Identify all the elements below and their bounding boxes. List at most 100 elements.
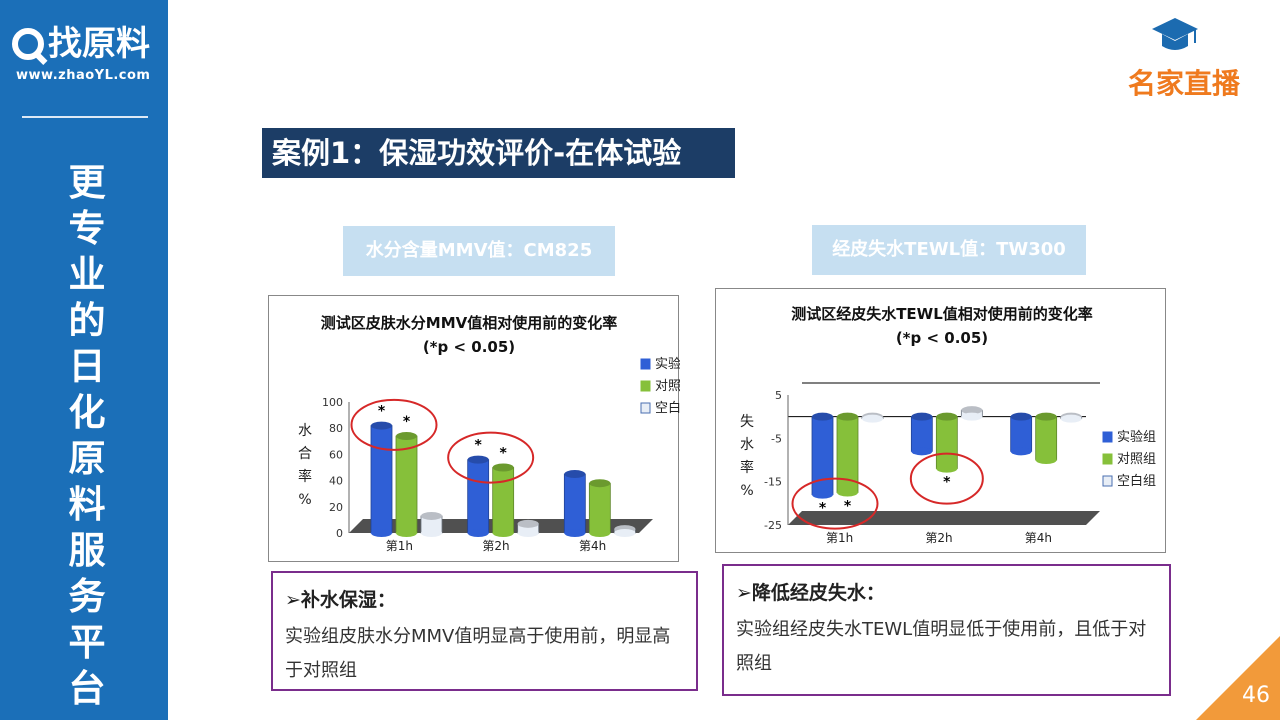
chart-title: 测试区经皮失水TEWL值相对使用前的变化率 [791, 305, 1093, 323]
bar [613, 525, 636, 537]
note-body: 实验组经皮失水TEWL值明显低于使用前，且低于对照组 [736, 619, 1147, 674]
sidebar-divider [22, 116, 148, 118]
bar-cap [936, 412, 958, 421]
legend-swatch [640, 358, 651, 370]
note-box-tewl: ➢降低经皮失水： 实验组经皮失水TEWL值明显低于使用前，且低于对照组 [722, 564, 1171, 696]
y-tick-label: 40 [329, 475, 343, 488]
y-tick-label: 60 [329, 448, 343, 461]
y-tick-label: 80 [329, 422, 343, 435]
significance-highlight-circle [909, 452, 984, 505]
bar-cap [421, 511, 442, 520]
bar-cap [837, 412, 858, 421]
legend-swatch [1102, 453, 1113, 465]
y-tick-label: 100 [322, 396, 343, 409]
bar-bottom [467, 529, 489, 537]
bar [517, 519, 540, 537]
note-box-hydration: ➢补水保湿： 实验组皮肤水分MMV值明显高于使用前，明显高于对照组 [271, 571, 698, 691]
significance-mark: * [819, 501, 827, 517]
bar [1010, 412, 1033, 456]
bar-cap [1010, 412, 1032, 421]
y-axis-label-char: 率 [740, 459, 754, 476]
bar-body [1035, 416, 1058, 461]
bar [1060, 412, 1083, 423]
bar-bottom [1010, 447, 1032, 456]
significance-mark: * [844, 499, 852, 515]
significance-mark: * [943, 475, 951, 491]
bar-bottom [862, 414, 883, 423]
bar-cap [564, 470, 586, 479]
note-heading: ➢补水保湿： [285, 585, 684, 612]
legend-label: 对照组 [655, 379, 680, 394]
bar [960, 406, 983, 421]
bar [467, 455, 490, 537]
chart-subtitle: (*p < 0.05) [896, 329, 988, 347]
y-axis-label-char: 率 [298, 468, 312, 485]
sidebar: 找原料 www.zhaoYL.com 更专业的日化原料服务平台 [0, 0, 168, 720]
bar [910, 412, 933, 456]
bar-body [910, 416, 933, 452]
chart-tewl: 测试区经皮失水TEWL值相对使用前的变化率 (*p < 0.05) 5 -5 -15 -2… [715, 288, 1166, 553]
magnifier-logo-icon [12, 28, 44, 60]
legend-label: 实验组 [655, 356, 680, 372]
x-tick-label: 第1h [386, 539, 413, 553]
significance-highlight-circle [791, 477, 879, 530]
y-axis-label-char: 水 [298, 423, 312, 439]
y-tick-label: -15 [764, 476, 782, 489]
y-axis-label-char: 失 [740, 414, 754, 430]
bar-body [370, 425, 393, 534]
source-label-tewl: 经皮失水TEWL值：TW300 [812, 225, 1086, 275]
significance-mark: * [403, 414, 411, 430]
chart-title: 测试区皮肤水分MMV值相对使用前的变化率 [321, 314, 617, 332]
y-tick-label: 5 [775, 389, 782, 402]
significance-highlight-circle [350, 398, 438, 451]
bar-body [1010, 416, 1033, 452]
y-tick-label: -25 [764, 519, 782, 532]
bar-bottom [837, 488, 858, 497]
y-axis-label-char: % [740, 483, 753, 499]
bar-bottom [492, 529, 514, 537]
arrow-bullet-icon: ➢ [285, 589, 301, 611]
logo-text: 找原料 [48, 24, 150, 64]
significance-highlight-circle [447, 431, 535, 484]
bar-bottom [812, 490, 833, 499]
bar-cap [371, 421, 392, 430]
graduation-cap-icon [1152, 18, 1198, 50]
note-body: 实验组皮肤水分MMV值明显高于使用前，明显高于对照组 [285, 626, 671, 681]
logo: 找原料 [12, 22, 162, 66]
chart-mmv-svg: 测试区皮肤水分MMV值相对使用前的变化率 (*p < 0.05) 0 20 40 60 80… [298, 314, 680, 553]
bar-body [935, 416, 958, 470]
bar [588, 479, 611, 537]
bar-cap [492, 463, 514, 472]
y-tick-label: 0 [336, 527, 343, 540]
arrow-bullet-icon: ➢ [736, 582, 752, 604]
y-axis-label-char: 合 [298, 446, 312, 462]
chart-tewl-svg: 测试区经皮失水TEWL值相对使用前的变化率 (*p < 0.05) 5 -5 -15 -2… [740, 305, 1156, 545]
bar-cap [589, 479, 611, 488]
legend-label: 实验组 [1117, 429, 1156, 445]
bar-bottom [911, 447, 933, 456]
bar-body [492, 467, 515, 534]
bar [420, 511, 443, 537]
bar [492, 463, 515, 537]
x-tick-label: 第2h [482, 539, 509, 553]
legend-swatch [640, 380, 651, 392]
legend-swatch [1102, 431, 1113, 443]
bar-body [467, 459, 490, 534]
legend-swatch [1102, 475, 1113, 487]
bar-bottom [589, 529, 611, 537]
bar-bottom [961, 412, 983, 421]
bar [395, 432, 418, 537]
brand-text: 名家直播 [1127, 67, 1240, 100]
brand-badge: 名家直播 [1114, 16, 1254, 100]
bar-bottom [371, 529, 392, 537]
note-heading-text: 补水保湿： [300, 589, 396, 611]
y-axis-label-char: % [298, 492, 311, 508]
bar-cap [812, 412, 833, 421]
bar [836, 412, 859, 497]
legend-swatch [640, 402, 651, 414]
y-axis-label-char: 水 [740, 437, 754, 453]
chart-subtitle: (*p < 0.05) [423, 338, 515, 356]
y-tick-label: 20 [329, 501, 343, 514]
legend-label: 空白组 [1117, 473, 1156, 489]
bar [563, 470, 586, 537]
